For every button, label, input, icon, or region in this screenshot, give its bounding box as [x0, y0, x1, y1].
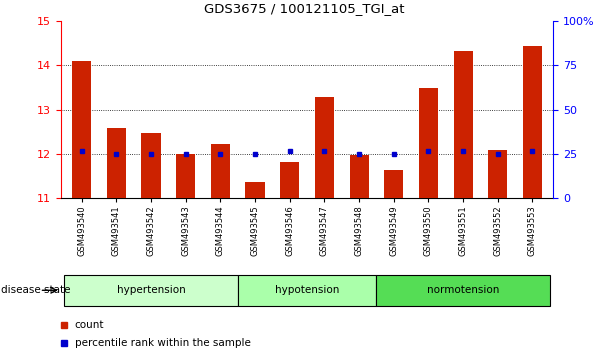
Bar — [315, 97, 334, 198]
Text: disease state: disease state — [1, 285, 71, 295]
Bar — [246, 182, 264, 198]
Bar — [488, 150, 507, 198]
Bar — [523, 46, 542, 198]
Text: hypertension: hypertension — [117, 285, 185, 295]
Text: percentile rank within the sample: percentile rank within the sample — [75, 338, 250, 348]
Text: GDS3675 / 100121105_TGI_at: GDS3675 / 100121105_TGI_at — [204, 2, 404, 15]
Text: count: count — [75, 320, 104, 330]
Bar — [72, 61, 91, 198]
Text: normotension: normotension — [427, 285, 499, 295]
Bar — [454, 51, 472, 198]
Text: hypotension: hypotension — [275, 285, 339, 295]
Bar — [376, 275, 550, 306]
Bar — [64, 275, 238, 306]
Bar — [107, 128, 126, 198]
Bar — [350, 155, 368, 198]
Bar — [142, 133, 161, 198]
Bar — [419, 88, 438, 198]
Bar — [238, 275, 376, 306]
Bar — [176, 154, 195, 198]
Bar — [280, 161, 299, 198]
Bar — [211, 144, 230, 198]
Bar — [384, 170, 403, 198]
